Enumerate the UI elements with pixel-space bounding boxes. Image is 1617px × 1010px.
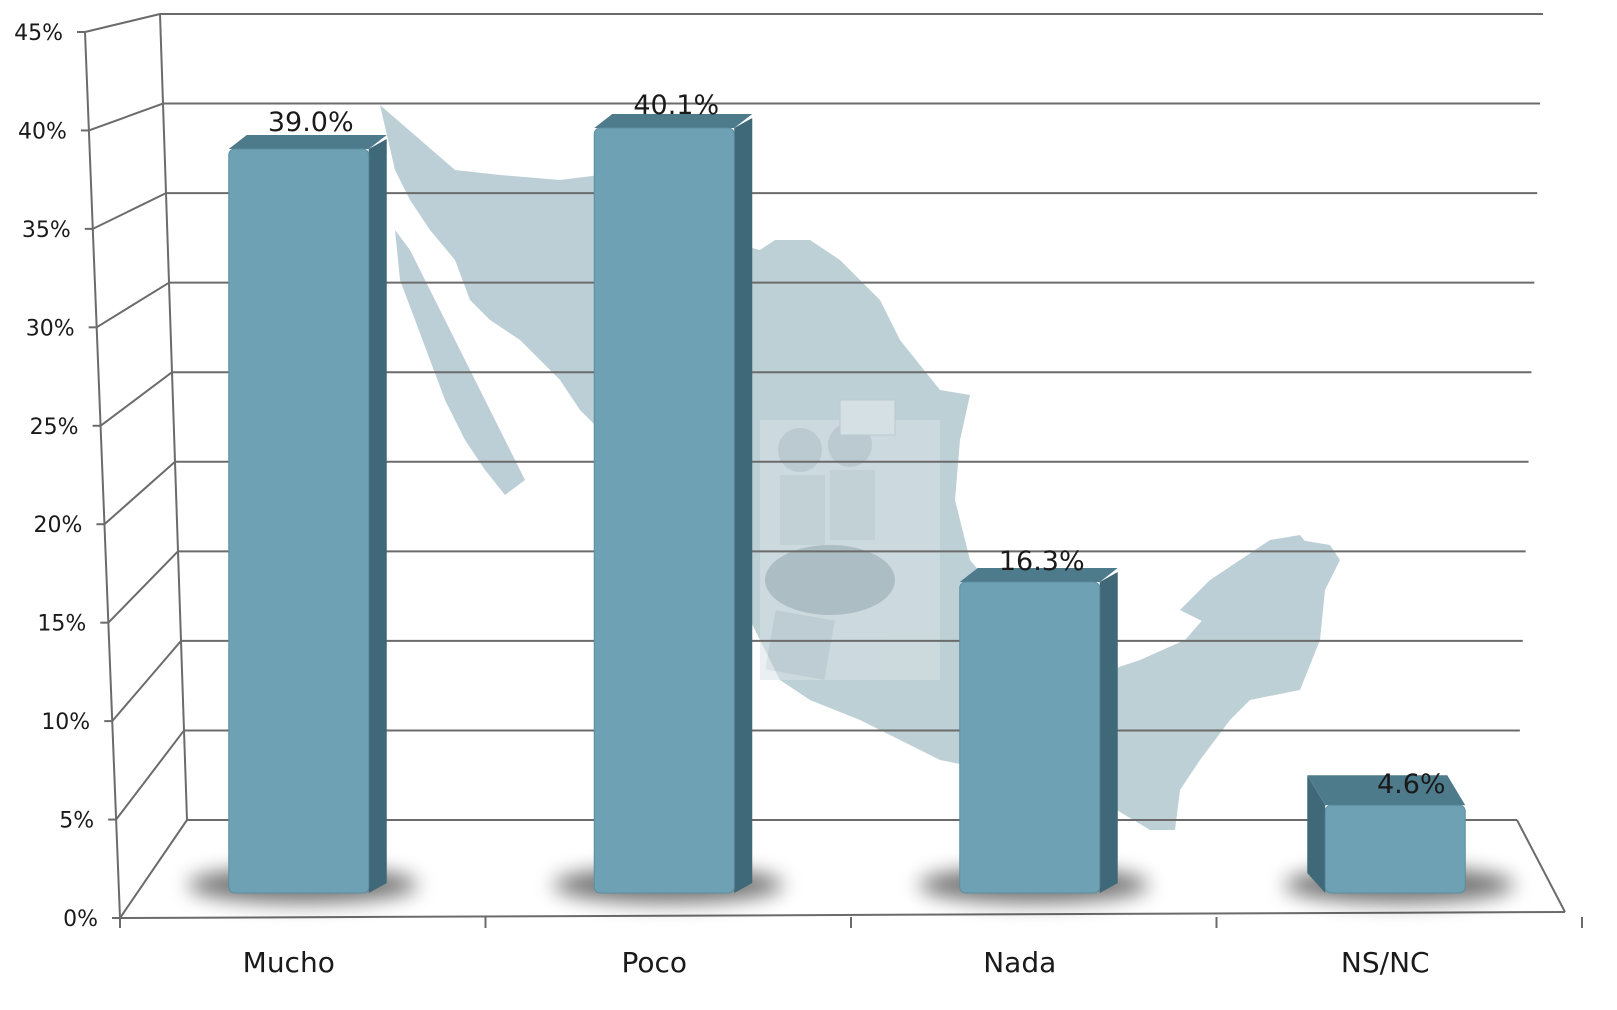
data-label: 40.1% bbox=[633, 90, 719, 121]
gridline-side bbox=[119, 819, 188, 919]
bar bbox=[959, 568, 1118, 894]
bars bbox=[228, 114, 1466, 894]
gridlines bbox=[84, 13, 1543, 919]
y-tick-label: 45% bbox=[14, 21, 63, 46]
x-category-label: NS/NC bbox=[1341, 946, 1430, 979]
x-axis-line bbox=[119, 911, 1566, 919]
gridline-side bbox=[84, 13, 161, 33]
bar bbox=[593, 114, 753, 894]
bar-top bbox=[959, 568, 1118, 583]
data-label: 4.6% bbox=[1377, 769, 1446, 800]
gridline-side bbox=[96, 281, 170, 329]
y-tick-label: 0% bbox=[63, 907, 98, 932]
bar-front bbox=[593, 127, 735, 894]
data-label: 39.0% bbox=[268, 107, 354, 138]
gridline-side bbox=[115, 729, 185, 821]
bar-side bbox=[734, 118, 753, 893]
x-category-label: Poco bbox=[621, 946, 687, 979]
gridline-side bbox=[99, 371, 173, 427]
y-tick-label: 5% bbox=[59, 809, 94, 834]
gridline-side bbox=[103, 461, 176, 525]
bar-top bbox=[594, 114, 753, 128]
x-category-label: Nada bbox=[983, 946, 1056, 979]
bar-side bbox=[1307, 775, 1326, 893]
bar-front bbox=[1324, 804, 1466, 894]
y-tick-label: 15% bbox=[37, 612, 86, 637]
y-axis-line bbox=[84, 31, 121, 919]
y-tick-label: 35% bbox=[22, 218, 71, 243]
data-labels: 39.0% 40.1% 16.3% 4.6% bbox=[268, 90, 1446, 800]
x-category-label: Mucho bbox=[243, 946, 335, 979]
background-illustration bbox=[760, 399, 940, 680]
bar-top bbox=[228, 134, 387, 149]
axes bbox=[77, 13, 1583, 928]
y-tick-label: 25% bbox=[30, 415, 79, 440]
bar-top bbox=[1307, 775, 1466, 806]
bar-front bbox=[959, 581, 1101, 894]
bar bbox=[1307, 775, 1466, 894]
y-tick-label: 20% bbox=[34, 513, 83, 538]
bar bbox=[228, 134, 387, 894]
y-tick-label: 30% bbox=[26, 316, 75, 341]
bar-side bbox=[1099, 572, 1118, 893]
gridline-side bbox=[92, 192, 167, 230]
y-tick-label: 10% bbox=[41, 710, 90, 735]
y-tick-label: 40% bbox=[18, 119, 67, 144]
bar-side bbox=[368, 138, 387, 893]
back-wall-edge bbox=[159, 13, 188, 821]
gridline-side bbox=[88, 102, 164, 132]
gridline-side bbox=[107, 550, 179, 624]
x-axis-labels: Mucho Poco Nada NS/NC bbox=[243, 946, 1430, 979]
y-axis-labels: 0% 5% 10% 15% 20% 25% 30% 35% 40% 45% bbox=[14, 21, 98, 932]
floor-right-edge bbox=[1516, 819, 1566, 913]
bar-front bbox=[228, 148, 370, 894]
gridline-side bbox=[111, 640, 182, 722]
data-label: 16.3% bbox=[999, 546, 1085, 577]
